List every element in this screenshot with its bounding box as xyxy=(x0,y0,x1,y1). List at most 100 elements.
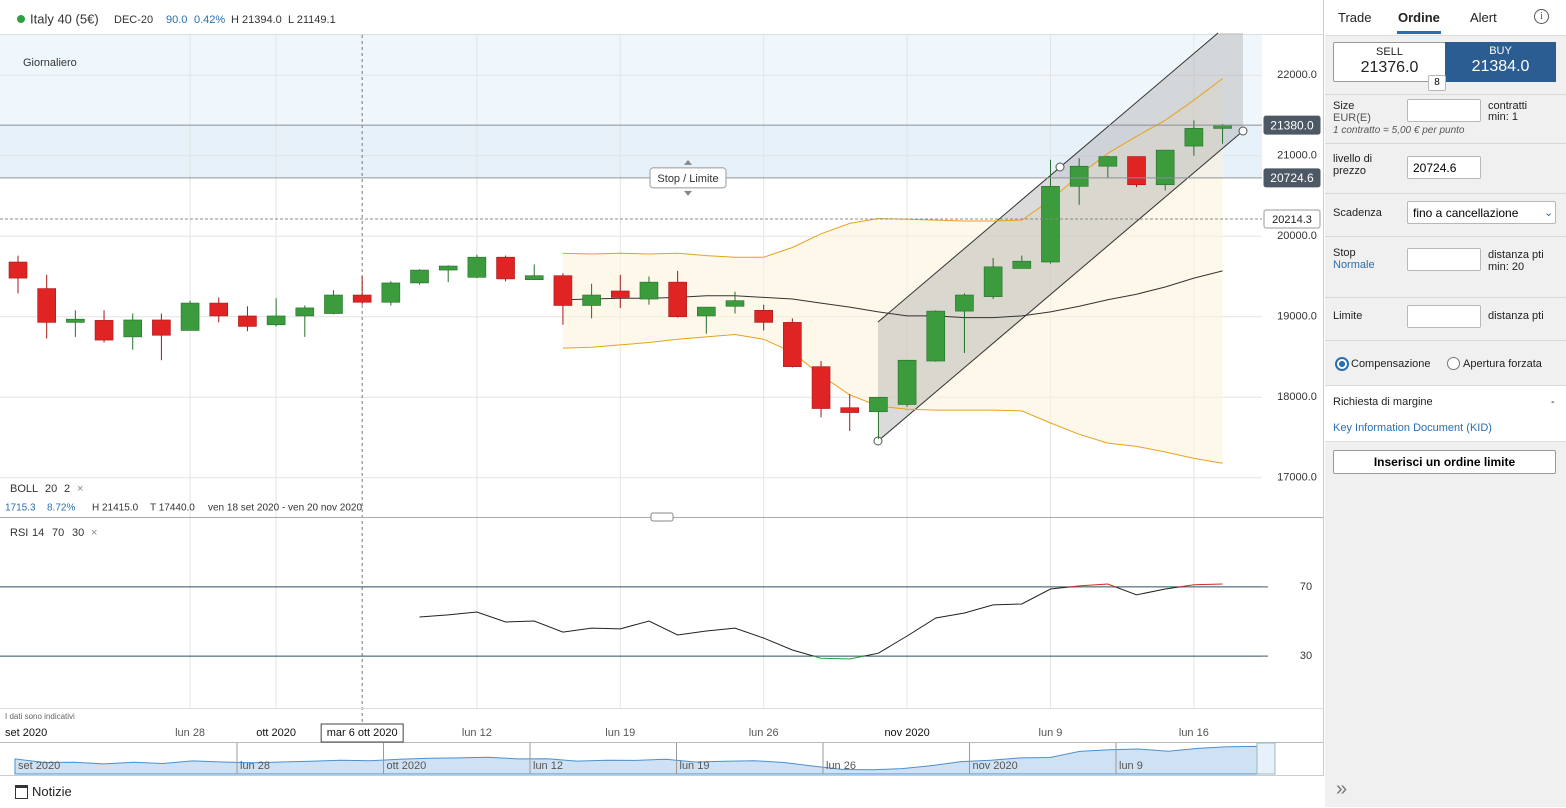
price-line-label: 20214.3 xyxy=(1272,214,1312,226)
candle-body xyxy=(37,288,56,323)
radio[interactable] xyxy=(1447,357,1460,370)
x-tick-label: lun 26 xyxy=(749,727,779,739)
candle-body xyxy=(1127,156,1146,186)
x-tick-label: ott 2020 xyxy=(256,727,296,739)
candle-body xyxy=(1012,260,1032,269)
indicator-param: 30 xyxy=(72,527,84,539)
candle-body xyxy=(209,302,229,317)
header-bg xyxy=(0,0,1324,35)
y-tick-label: 20000.0 xyxy=(1277,230,1317,242)
margin-box: Richiesta di margine - Key Information D… xyxy=(1325,385,1566,442)
y-tick-label: 17000.0 xyxy=(1277,472,1317,484)
tab-bar xyxy=(1325,0,1566,36)
limit-label: Limite xyxy=(1333,310,1363,322)
candle-body xyxy=(295,307,315,317)
price-line-label: 20724.6 xyxy=(1270,171,1314,185)
rsi-line xyxy=(811,656,867,660)
indicator-stat: T 17440.0 xyxy=(150,503,195,514)
indicator-title: BOLL xyxy=(10,483,38,495)
tab-active[interactable]: Ordine xyxy=(1398,10,1440,25)
y-tick-label: 22000.0 xyxy=(1277,69,1317,81)
candle-body xyxy=(1041,186,1060,263)
separator xyxy=(1325,236,1566,237)
size-label: Size xyxy=(1333,100,1355,112)
x-tick-label: lun 19 xyxy=(605,727,635,739)
candle-body xyxy=(955,294,974,312)
tab[interactable]: Alert xyxy=(1470,10,1497,25)
candle-body xyxy=(811,366,831,409)
submit-button[interactable]: Inserisci un ordine limite xyxy=(1333,450,1556,474)
candle-body xyxy=(266,315,286,326)
size-hint: contratti xyxy=(1488,100,1528,112)
candle-body xyxy=(410,269,429,284)
expiry-select[interactable]: fino a cancellazione xyxy=(1407,201,1556,224)
stop-label: Stop xyxy=(1333,247,1356,259)
size-note: 1 contratto = 5,00 € per punto xyxy=(1333,125,1465,136)
navigator-label: lun 26 xyxy=(826,760,856,772)
level-label: livello di prezzo xyxy=(1333,153,1373,177)
rsi-line xyxy=(1065,583,1223,587)
separator xyxy=(1325,143,1566,144)
channel-handle[interactable] xyxy=(1238,126,1248,136)
x-tick-label: lun 16 xyxy=(1179,727,1209,739)
y-tick-label: 21000.0 xyxy=(1277,150,1317,162)
size-hint: min: 1 xyxy=(1488,111,1518,123)
buy-button[interactable]: BUY 21384.0 xyxy=(1445,42,1556,82)
expiry-label: Scadenza xyxy=(1333,207,1382,219)
limit-input[interactable] xyxy=(1407,305,1481,328)
radio-label: Compensazione xyxy=(1351,358,1431,370)
candle-body xyxy=(381,282,401,303)
crosshair-label-box xyxy=(320,723,404,743)
size-input[interactable] xyxy=(1407,99,1481,122)
candle-body xyxy=(152,319,171,336)
sell-button[interactable]: SELL 21376.0 xyxy=(1333,42,1446,82)
candle-body xyxy=(639,281,659,300)
order-panel: Trade Ordine Alert i SELL 21376.0 BUY 21… xyxy=(1325,0,1566,807)
navigator-label: lun 12 xyxy=(533,760,563,772)
margin-label: Richiesta di margine xyxy=(1333,396,1433,408)
status-dot xyxy=(17,15,25,23)
candle-body xyxy=(238,315,257,327)
candle-body xyxy=(725,300,745,307)
stop-type[interactable]: Normale xyxy=(1333,259,1375,271)
spread: 8 xyxy=(1428,75,1446,91)
candle-body xyxy=(697,306,716,317)
channel-handle[interactable] xyxy=(1055,162,1065,172)
candle-body xyxy=(496,256,515,280)
candle-body xyxy=(983,266,1003,297)
data-note: I dati sono indicativi xyxy=(5,712,75,721)
candle-body xyxy=(467,256,487,278)
bollinger-fill xyxy=(562,78,1223,464)
candle-body xyxy=(754,310,773,323)
tab-underline xyxy=(1397,31,1441,34)
candle-body xyxy=(553,275,573,306)
y-tick-label: 19000.0 xyxy=(1277,311,1317,323)
change: 90.0 xyxy=(166,14,187,26)
navigator-label: set 2020 xyxy=(18,760,60,772)
indicator-param: 20 xyxy=(45,483,57,495)
level-input[interactable]: 20724.6 xyxy=(1407,156,1481,179)
tab[interactable]: Trade xyxy=(1338,10,1372,25)
candle-body xyxy=(840,407,860,413)
candle-body xyxy=(1184,128,1204,147)
news-label[interactable]: Notizie xyxy=(32,784,72,799)
candle-body xyxy=(897,359,917,405)
footer: Notizie xyxy=(0,775,1324,808)
candle-body xyxy=(783,322,802,367)
indicator-param: 2 xyxy=(64,483,70,495)
collapse-icon[interactable]: » xyxy=(1336,778,1348,800)
candle-body xyxy=(438,265,458,271)
sell-label: SELL xyxy=(1376,46,1403,58)
limit-hint: distanza pti xyxy=(1488,310,1544,322)
kid-link[interactable]: Key Information Document (KID) xyxy=(1333,422,1492,434)
candle-body xyxy=(582,294,601,306)
radio-checked[interactable] xyxy=(1335,357,1349,371)
pane-handle[interactable] xyxy=(650,512,674,522)
stop-input[interactable] xyxy=(1407,248,1481,271)
indicator-stat: ven 18 set 2020 - ven 20 nov 2020 xyxy=(208,503,362,514)
margin-value: - xyxy=(1551,396,1555,408)
info-icon[interactable]: i xyxy=(1534,9,1549,24)
indicator-param: 70 xyxy=(52,527,64,539)
navigator-handle[interactable] xyxy=(1256,742,1276,775)
